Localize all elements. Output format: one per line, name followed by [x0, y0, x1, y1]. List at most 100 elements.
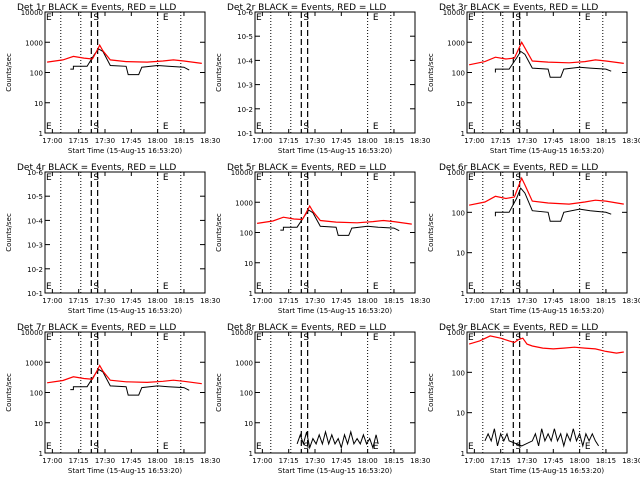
- plot-frame: [466, 171, 628, 294]
- x-tick-label: 17:15: [279, 137, 299, 145]
- x-tick-label: 18:15: [596, 137, 616, 145]
- x-tick-label: 18:30: [410, 297, 430, 305]
- marker-sunrise: S: [515, 173, 521, 183]
- marker-sunrise: S: [93, 333, 99, 343]
- y-axis-label: Counts/sec: [5, 53, 13, 92]
- x-tick-label: 17:15: [491, 137, 511, 145]
- y-tick-label: 100: [240, 390, 253, 398]
- x-tick-label: 18:15: [174, 457, 194, 465]
- marker-start: E: [468, 442, 474, 452]
- x-tick-label: 18:30: [622, 457, 640, 465]
- y-tick-label: 100: [452, 369, 465, 377]
- chart-title: Det 2r BLACK = Events, RED = LLD: [227, 3, 386, 13]
- plot-frame: [466, 331, 628, 454]
- x-tick-label: 17:00: [42, 297, 62, 305]
- marker-start: E: [46, 333, 52, 343]
- y-tick-label: 10-1: [27, 290, 43, 298]
- x-tick-label: 17:30: [95, 137, 115, 145]
- x-tick-label: 18:15: [384, 137, 404, 145]
- x-tick-label: 17:45: [543, 297, 563, 305]
- y-tick-label: 10: [456, 410, 465, 418]
- x-tick-label: 17:30: [95, 457, 115, 465]
- x-axis-label: Start Time (15-Aug-15 16:53:20): [490, 147, 604, 155]
- chart-title: Det 7r BLACK = Events, RED = LLD: [17, 323, 176, 333]
- marker-sunrise: S: [515, 13, 521, 23]
- marker-sunrise: S: [93, 173, 99, 183]
- marker-end: E: [585, 173, 591, 183]
- events-series-line: [494, 50, 612, 78]
- x-tick-label: 17:00: [464, 137, 484, 145]
- x-tick-label: 17:30: [305, 457, 325, 465]
- lld-series-line: [257, 204, 412, 225]
- events-series-line: [70, 48, 190, 76]
- lld-series-line: [468, 176, 624, 206]
- x-axis-label: Start Time (15-Aug-15 16:53:20): [278, 467, 392, 475]
- x-tick-label: 17:15: [69, 457, 89, 465]
- y-tick-label: 1: [39, 130, 43, 138]
- x-tick-label: 17:30: [95, 297, 115, 305]
- marker-end: E: [163, 13, 169, 23]
- y-tick-label: 100: [452, 70, 465, 78]
- x-tick-label: 18:00: [570, 137, 590, 145]
- events-series-line: [484, 428, 600, 448]
- y-tick-label: 10-2: [237, 106, 253, 114]
- y-axis-label: Counts/sec: [427, 53, 435, 92]
- x-tick-label: 17:30: [517, 137, 537, 145]
- marker-end: E: [585, 442, 591, 452]
- y-tick-label: 1: [249, 290, 253, 298]
- y-tick-label: 1000: [25, 359, 43, 367]
- marker-end: E: [585, 13, 591, 23]
- y-tick-label: 100: [30, 70, 43, 78]
- y-tick-label: 1: [39, 450, 43, 458]
- x-tick-label: 17:45: [543, 137, 563, 145]
- y-tick-label: 100: [240, 230, 253, 238]
- y-tick-label: 1000: [25, 39, 43, 47]
- y-axis-label: Counts/sec: [427, 213, 435, 252]
- plot-frame: [254, 11, 416, 134]
- y-tick-label: 1: [249, 450, 253, 458]
- y-axis-label: Counts/sec: [427, 373, 435, 412]
- y-tick-label: 10-3: [237, 82, 253, 90]
- x-tick-label: 17:00: [252, 137, 272, 145]
- x-tick-label: 17:00: [42, 457, 62, 465]
- x-tick-label: 18:00: [148, 137, 168, 145]
- marker-start: E: [256, 333, 262, 343]
- x-axis-label: Start Time (15-Aug-15 16:53:20): [490, 467, 604, 475]
- marker-end: E: [373, 173, 379, 183]
- y-tick-label: 10-6: [27, 169, 43, 177]
- y-tick-label: 10-3: [27, 242, 43, 250]
- marker-start: E: [46, 282, 52, 292]
- marker-sunrise: S: [515, 122, 521, 132]
- x-tick-label: 18:30: [410, 457, 430, 465]
- x-tick-label: 18:30: [410, 137, 430, 145]
- marker-sunrise: S: [303, 333, 309, 343]
- y-tick-label: 1000: [235, 199, 253, 207]
- x-tick-label: 17:00: [42, 137, 62, 145]
- marker-sunrise: S: [93, 442, 99, 452]
- x-tick-label: 18:00: [358, 457, 378, 465]
- y-axis-label: Counts/sec: [215, 213, 223, 252]
- events-series-line: [280, 209, 400, 236]
- x-tick-label: 17:30: [517, 297, 537, 305]
- x-tick-label: 18:30: [622, 137, 640, 145]
- y-tick-label: 10-5: [27, 193, 43, 201]
- y-axis-label: Counts/sec: [215, 373, 223, 412]
- marker-sunrise: S: [93, 13, 99, 23]
- events-series-line: [494, 187, 612, 222]
- y-tick-label: 1: [461, 450, 465, 458]
- marker-start: E: [468, 333, 474, 343]
- marker-end: E: [373, 13, 379, 23]
- marker-sunrise: S: [515, 442, 521, 452]
- x-tick-label: 17:30: [305, 297, 325, 305]
- y-tick-label: 10: [34, 100, 43, 108]
- x-tick-label: 17:00: [252, 297, 272, 305]
- marker-start: E: [468, 282, 474, 292]
- plot-frame: [44, 171, 206, 294]
- marker-end: E: [585, 282, 591, 292]
